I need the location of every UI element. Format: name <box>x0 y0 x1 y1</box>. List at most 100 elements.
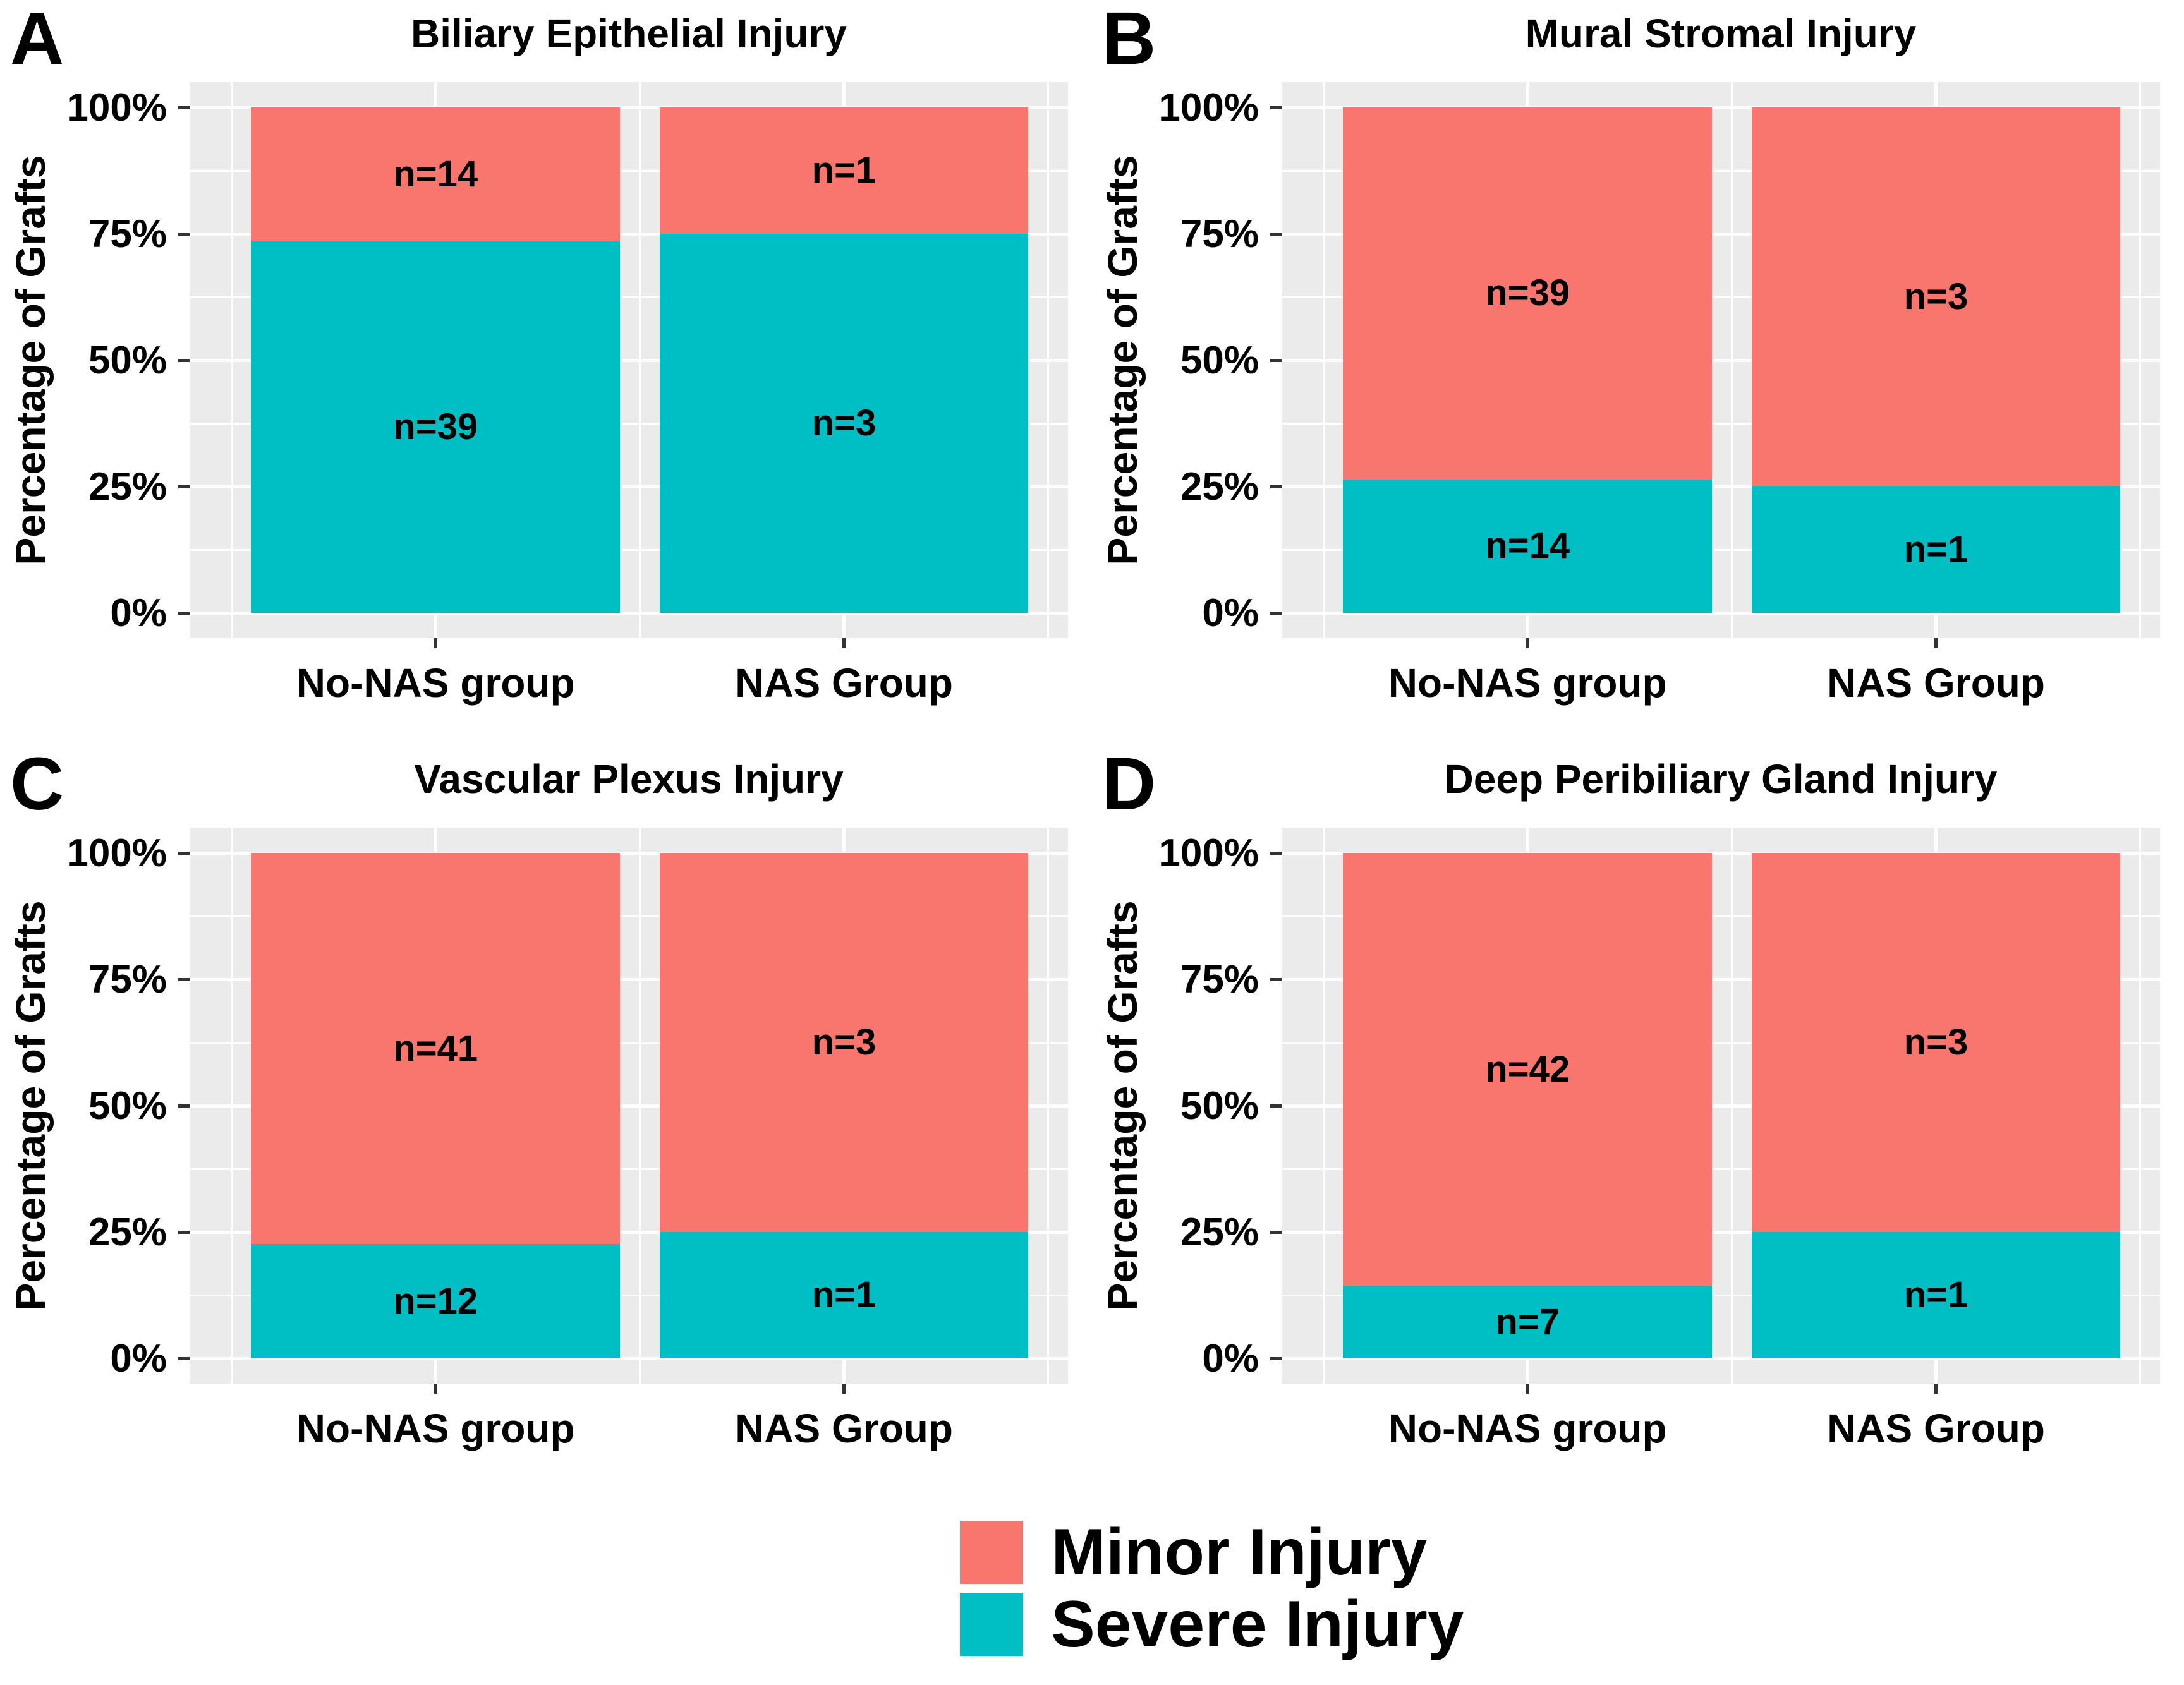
x-tick-label: No-NAS group <box>1388 1406 1667 1451</box>
y-tick-mark <box>178 977 190 981</box>
minor-gridline <box>190 548 1068 551</box>
minor-gridline <box>1282 169 2160 172</box>
y-tick-label: 100% <box>66 86 167 130</box>
stacked-bar: n=3 n=1 <box>659 107 1029 613</box>
chart-panel-c: C Vascular Plexus Injury Percentage of Gra… <box>0 746 1092 1491</box>
bar-segment-severe-injury <box>251 1244 621 1358</box>
major-gridline <box>190 851 1068 855</box>
x-tick-mark <box>1934 1384 1938 1394</box>
bar-count-label: n=3 <box>811 1022 877 1063</box>
y-tick-mark <box>1270 232 1282 236</box>
y-tick-mark <box>1270 1104 1282 1108</box>
chart-panel-a: A Biliary Epithelial Injury Percentage of … <box>0 0 1092 746</box>
y-tick-mark <box>1270 485 1282 488</box>
bar-count-label: n=14 <box>1485 525 1570 567</box>
bar-count-label: n=14 <box>393 153 478 195</box>
y-tick-label: 100% <box>1158 86 1259 130</box>
y-tick-mark <box>1270 977 1282 981</box>
y-tick-label: 50% <box>1180 1084 1259 1128</box>
major-gridline <box>190 1356 1068 1360</box>
y-tick-mark <box>178 1230 190 1234</box>
major-gridline <box>190 977 1068 981</box>
plot-area: n=7 n=42 n=1 n=3 <box>1282 828 2160 1384</box>
stacked-bar: n=7 n=42 <box>1343 853 1713 1358</box>
minor-gridline <box>1282 1041 2160 1044</box>
x-tick-mark <box>1934 638 1938 648</box>
bar-count-label: n=1 <box>1903 1274 1969 1315</box>
legend-entry: Minor Injury <box>960 1519 1464 1585</box>
legend-label: Severe Injury <box>1051 1587 1464 1661</box>
bar-segment-minor-injury <box>1751 853 2121 1232</box>
bar-count-label: n=3 <box>811 402 877 444</box>
bar-count-label: n=3 <box>1903 1022 1969 1063</box>
y-tick-label: 0% <box>1202 591 1259 635</box>
y-tick-label: 100% <box>66 831 167 875</box>
legend-key-minor-injury <box>960 1520 1024 1584</box>
major-gridline <box>1282 1104 2160 1108</box>
y-tick-mark <box>178 1356 190 1360</box>
major-gridline <box>1282 611 2160 615</box>
y-tick-label: 25% <box>88 1211 167 1254</box>
chart-title: Mural Stromal Injury <box>1525 11 1917 56</box>
chart-legend: Minor Injury Severe Injury <box>0 1491 2184 1685</box>
stacked-bar: n=1 n=3 <box>659 853 1029 1358</box>
major-gridline <box>1282 851 2160 855</box>
minor-gridline <box>190 296 1068 298</box>
bar-segment-minor-injury <box>659 853 1029 1232</box>
bar-count-label: n=1 <box>1903 529 1969 570</box>
minor-gridline <box>190 915 1068 917</box>
major-gridline <box>1282 1230 2160 1234</box>
bar-count-label: n=39 <box>393 406 478 447</box>
y-tick-label: 25% <box>1180 465 1259 509</box>
x-tick-mark <box>434 638 437 648</box>
major-gridline <box>1282 485 2160 488</box>
major-gridline <box>1282 232 2160 236</box>
stacked-bar: n=12 n=41 <box>251 853 621 1358</box>
major-gridline <box>190 232 1068 236</box>
y-tick-label: 50% <box>88 1084 167 1128</box>
legend-entries: Minor Injury Severe Injury <box>960 1519 1464 1657</box>
x-tick-label: NAS Group <box>1827 1406 2045 1451</box>
x-tick-mark <box>1526 638 1529 648</box>
major-gridline <box>190 611 1068 615</box>
bar-count-label: n=12 <box>393 1280 478 1322</box>
bar-segment-severe-injury <box>659 1232 1029 1358</box>
minor-gridline <box>190 1168 1068 1170</box>
major-gridline <box>190 1104 1068 1108</box>
plot-area: n=39 n=14 n=3 n=1 <box>190 82 1068 638</box>
major-gridline <box>190 1230 1068 1234</box>
y-tick-mark <box>178 485 190 488</box>
y-tick-mark <box>1270 358 1282 362</box>
stacked-bar: n=39 n=14 <box>251 107 621 613</box>
minor-gridline <box>190 422 1068 425</box>
y-tick-mark <box>1270 611 1282 615</box>
bar-segment-minor-injury <box>1343 107 1713 480</box>
legend-key-severe-injury <box>960 1592 1024 1656</box>
minor-gridline <box>1282 296 2160 298</box>
bar-count-label: n=39 <box>1485 272 1570 314</box>
bar-segment-minor-injury <box>1751 107 2121 486</box>
y-tick-label: 25% <box>88 465 167 509</box>
y-tick-label: 50% <box>88 339 167 382</box>
x-tick-mark <box>842 1384 846 1394</box>
y-tick-mark <box>1270 1356 1282 1360</box>
bar-count-label: n=41 <box>393 1027 478 1069</box>
panel-label: D <box>1102 742 1156 826</box>
y-tick-label: 75% <box>88 958 167 1001</box>
y-tick-label: 50% <box>1180 339 1259 382</box>
x-tick-mark <box>842 638 846 648</box>
y-tick-mark <box>178 106 190 109</box>
y-tick-mark <box>178 232 190 236</box>
panel-label: B <box>1102 0 1156 80</box>
minor-gridline <box>1282 548 2160 551</box>
major-gridline <box>1282 106 2160 109</box>
y-tick-mark <box>1270 106 1282 109</box>
plot-area: n=14 n=39 n=1 n=3 <box>1282 82 2160 638</box>
minor-gridline <box>190 1041 1068 1044</box>
x-tick-label: NAS Group <box>1827 660 2045 706</box>
bar-count-label: n=7 <box>1495 1301 1560 1343</box>
minor-gridline <box>1282 1168 2160 1170</box>
panel-label: A <box>10 0 64 80</box>
bar-segment-severe-injury <box>659 234 1029 613</box>
